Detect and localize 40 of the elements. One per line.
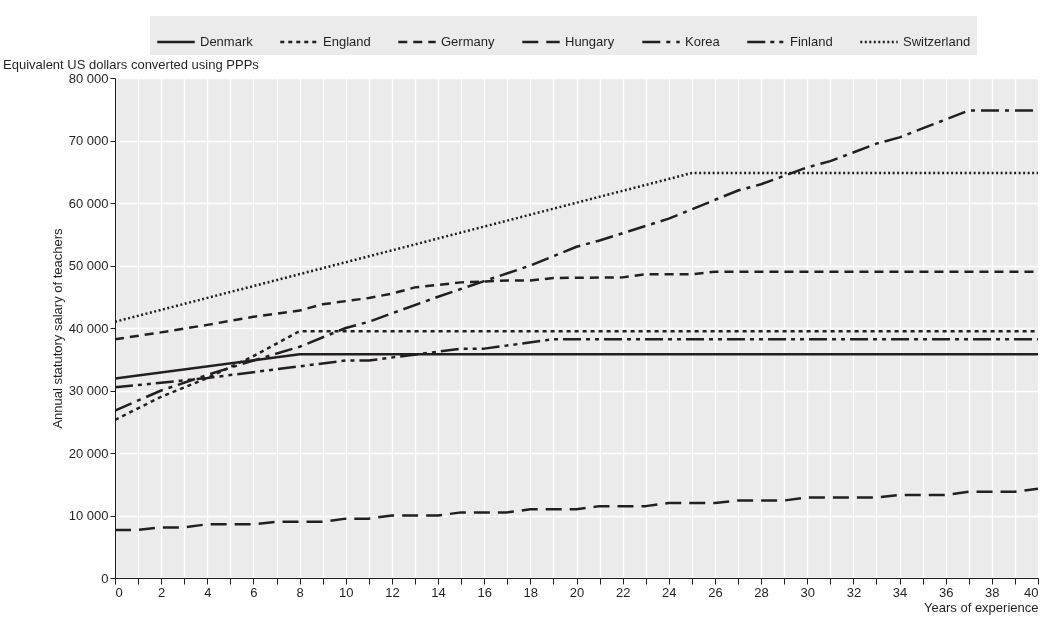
x-tick-label: 26	[708, 584, 723, 600]
y-tick-label: 40 000	[68, 320, 109, 336]
legend-label: Denmark	[200, 34, 254, 49]
x-tick-label: 40	[1024, 584, 1039, 600]
y-axis-title: Annual statutory salary of teachers	[49, 227, 65, 429]
x-tick-label: 12	[385, 584, 400, 600]
legend-label: Hungary	[565, 34, 615, 49]
legend-label: England	[323, 34, 371, 49]
y-tick-label: 20 000	[68, 445, 109, 461]
x-tick-label: 20	[569, 584, 585, 600]
y-tick-label: 80 000	[68, 70, 109, 86]
y-tick-label: 10 000	[68, 508, 109, 523]
x-tick-label: 18	[523, 584, 539, 600]
legend-label: Germany	[441, 34, 495, 49]
x-tick-label: 28	[754, 584, 769, 600]
y-tick-label: 60 000	[68, 195, 109, 211]
x-tick-label: 32	[846, 584, 862, 600]
legend-label: Finland	[790, 34, 833, 49]
x-tick-label: 36	[938, 584, 954, 600]
x-tick-label: 10	[339, 584, 354, 600]
y-tick-label: 50 000	[68, 258, 109, 273]
x-tick-label: 38	[985, 584, 1000, 600]
x-tick-label: 14	[431, 584, 446, 600]
y-tick-label: 70 000	[68, 133, 109, 148]
legend-label: Korea	[685, 34, 721, 49]
x-tick-label: 22	[615, 584, 631, 600]
y-tick-label: 30 000	[68, 383, 109, 398]
chart-subtitle: Equivalent US dollars converted using PPPs	[3, 57, 260, 72]
x-tick-label: 24	[662, 584, 677, 600]
x-tick-label: 34	[892, 584, 908, 600]
y-tick-label: 0	[101, 570, 109, 586]
x-tick-label: 6	[250, 584, 258, 600]
x-tick-label: 2	[158, 584, 166, 600]
x-tick-label: 16	[477, 584, 492, 600]
x-tick-label: 8	[296, 584, 304, 600]
x-tick-label: 30	[800, 584, 815, 600]
x-tick-label: 4	[204, 584, 212, 600]
legend-label: Switzerland	[903, 34, 971, 49]
x-axis-title: Years of experience	[924, 599, 1039, 615]
x-tick-label: 0	[115, 584, 123, 600]
